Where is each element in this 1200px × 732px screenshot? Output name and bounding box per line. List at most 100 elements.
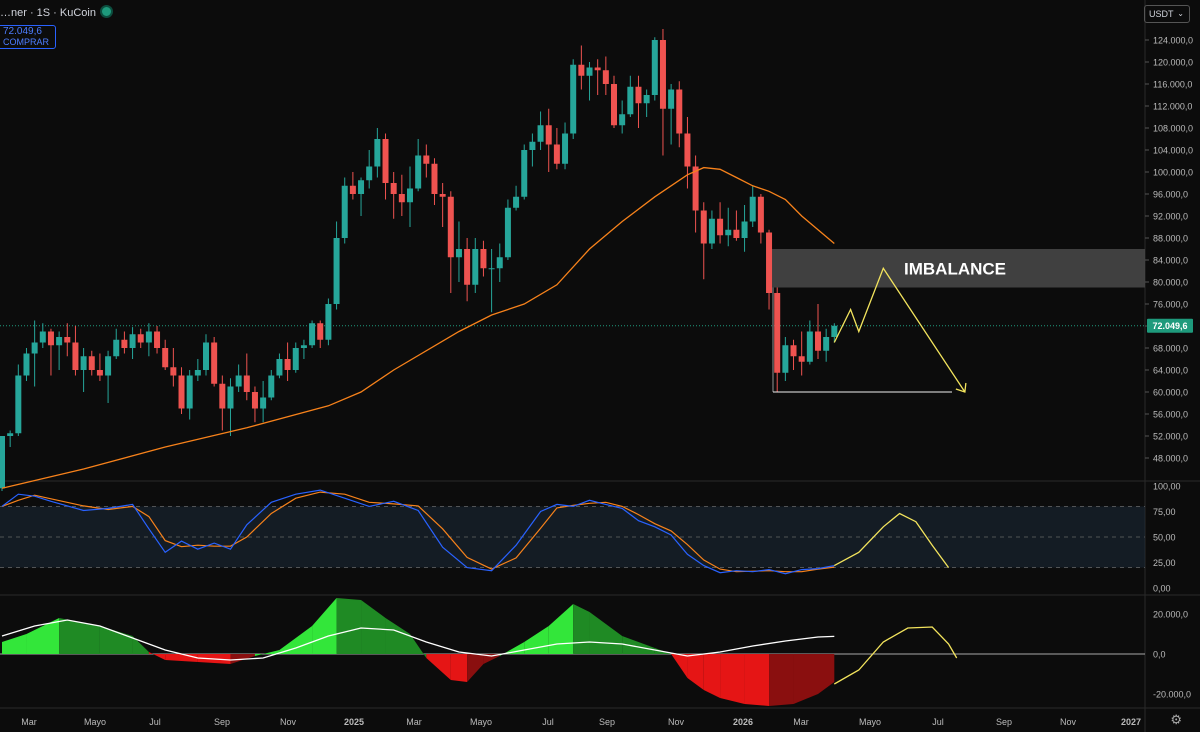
candle-body (692, 166, 699, 211)
candle-body (684, 133, 691, 167)
time-tick-label: Nov (280, 717, 297, 727)
price-tick-label: 92.000,0 (1153, 212, 1188, 222)
candle-body (251, 392, 258, 409)
time-tick-label: Mayo (84, 717, 106, 727)
momentum-bar (793, 654, 818, 704)
candle-body (496, 257, 503, 269)
candle-body (537, 125, 544, 142)
candle-body (15, 375, 22, 434)
momentum-bar (26, 618, 60, 654)
candle-body (651, 40, 658, 95)
candle-body (23, 353, 30, 376)
candle-body (374, 139, 381, 167)
candle-body (749, 196, 756, 222)
stoch-tick-label: 0,00 (1153, 584, 1171, 594)
candle-body (325, 304, 332, 340)
momentum-bar (483, 654, 500, 664)
momentum-tick-label: 20.000,0 (1153, 610, 1188, 620)
momentum-bar (312, 598, 337, 654)
stoch-d-line (1, 491, 835, 573)
momentum-pane (0, 598, 1145, 706)
candle-body (521, 150, 528, 197)
price-tick-label: 64.000,0 (1153, 366, 1188, 376)
candle-body (823, 337, 830, 351)
momentum-bar (573, 604, 590, 654)
candle-body (137, 334, 144, 343)
price-tick-label: 88.000,0 (1153, 234, 1188, 244)
momentum-bar (279, 626, 313, 654)
time-tick-label: Sep (996, 717, 1012, 727)
stoch-k-line (1, 489, 835, 575)
candle-body (627, 86, 634, 115)
buy-button[interactable]: 72.049,6 COMPRAR (0, 25, 57, 49)
candle-body (7, 433, 14, 436)
momentum-bar (132, 636, 149, 654)
momentum-tick-label: 0,0 (1153, 650, 1166, 660)
price-tick-label: 60.000,0 (1153, 388, 1188, 398)
candle-body (733, 229, 740, 238)
time-tick-label: Sep (214, 717, 230, 727)
candle-body (39, 331, 46, 343)
momentum-bar (499, 642, 525, 656)
momentum-bar (687, 654, 704, 690)
candle-body (227, 386, 234, 409)
stoch-tick-label: 50,00 (1153, 533, 1176, 543)
candle-body (382, 139, 389, 183)
candle-body (260, 397, 267, 409)
candle-body (129, 334, 136, 348)
price-tick-label: 76.000,0 (1153, 300, 1188, 310)
candle-body (154, 331, 161, 348)
price-tick-label: 120.000,0 (1153, 58, 1193, 68)
momentum-bar (2, 634, 27, 654)
gear-icon[interactable]: ⚙ (1170, 712, 1182, 727)
candle-body (464, 249, 471, 285)
candle-body (292, 348, 299, 370)
candle-body (578, 64, 585, 76)
momentum-bar (254, 650, 280, 656)
candle-body (455, 249, 462, 258)
time-tick-label: Jul (542, 717, 554, 727)
candle-body (88, 356, 95, 370)
time-tick-label: Mayo (859, 717, 881, 727)
candle-body (300, 345, 307, 348)
candle-body (439, 194, 446, 197)
candle-body (56, 337, 63, 346)
candle-body (194, 370, 201, 376)
projection-line (833, 266, 966, 393)
momentum-bar (467, 654, 484, 682)
momentum-bar (59, 618, 100, 654)
time-tick-label: Mar (793, 717, 809, 727)
momentum-projection (833, 626, 958, 685)
candle-body (594, 67, 601, 71)
candle-body (349, 185, 356, 194)
momentum-signal-line (1, 619, 835, 661)
candle-body (203, 342, 209, 370)
imbalance-zone: IMBALANCE (768, 249, 1145, 288)
candle-body (72, 342, 79, 370)
stoch-projection (833, 512, 950, 568)
symbol-title: …ner · 1S · KuCoin (0, 7, 96, 19)
candle-body (480, 249, 487, 269)
momentum-bar (426, 654, 451, 680)
candle-body (611, 84, 617, 126)
currency-select[interactable]: USDT ⌄ (1144, 5, 1190, 23)
currency-value: USDT (1149, 9, 1174, 19)
buy-label: COMPRAR (3, 37, 50, 47)
momentum-bar (622, 636, 655, 654)
time-tick-label: 2026 (733, 717, 753, 727)
candle-body (513, 196, 520, 208)
stoch-tick-label: 100,00 (1153, 482, 1181, 492)
candle-body (717, 218, 724, 236)
time-tick-label: Jul (149, 717, 161, 727)
chevron-down-icon: ⌄ (1177, 9, 1184, 18)
candle-body (121, 339, 128, 348)
price-tick-label: 52.000,0 (1153, 432, 1188, 442)
candle-body (276, 359, 283, 376)
price-tick-label: 112.000,0 (1153, 102, 1192, 112)
momentum-bar (744, 654, 770, 706)
candle-body (423, 155, 430, 164)
candle-body (815, 331, 821, 351)
momentum-bar (336, 598, 362, 654)
price-tick-label: 48.000,0 (1153, 454, 1188, 464)
